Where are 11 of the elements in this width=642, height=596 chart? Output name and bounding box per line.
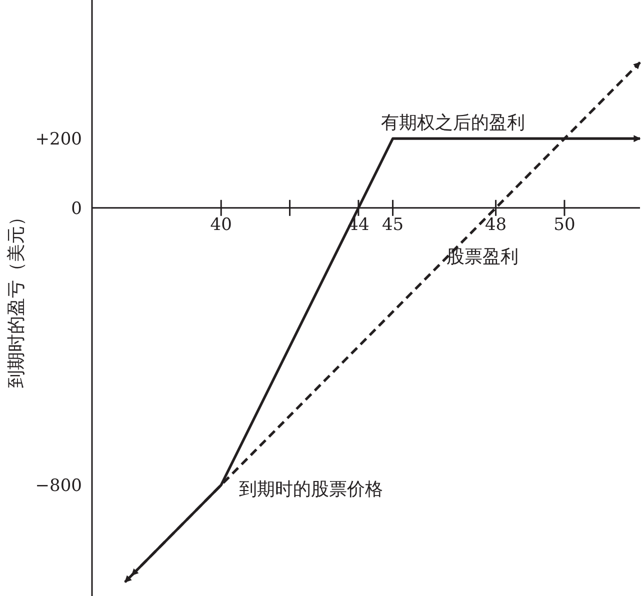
y-axis-title: 到期时的盈亏（美元） bbox=[6, 208, 27, 388]
series-label: 股票盈利 bbox=[446, 246, 519, 268]
series-label: 有期权之后的盈利 bbox=[380, 112, 525, 134]
x-tick-label: 48 bbox=[484, 214, 507, 235]
x-axis-title: 到期时的股票价格 bbox=[239, 479, 384, 500]
x-tick-label: 50 bbox=[554, 214, 576, 235]
x-tick-label: 45 bbox=[382, 214, 404, 235]
y-tick-label: 0 bbox=[71, 198, 82, 219]
y-tick-label: −800 bbox=[35, 476, 82, 496]
x-tick-label: 40 bbox=[210, 214, 232, 235]
y-tick-label: +200 bbox=[35, 130, 82, 150]
